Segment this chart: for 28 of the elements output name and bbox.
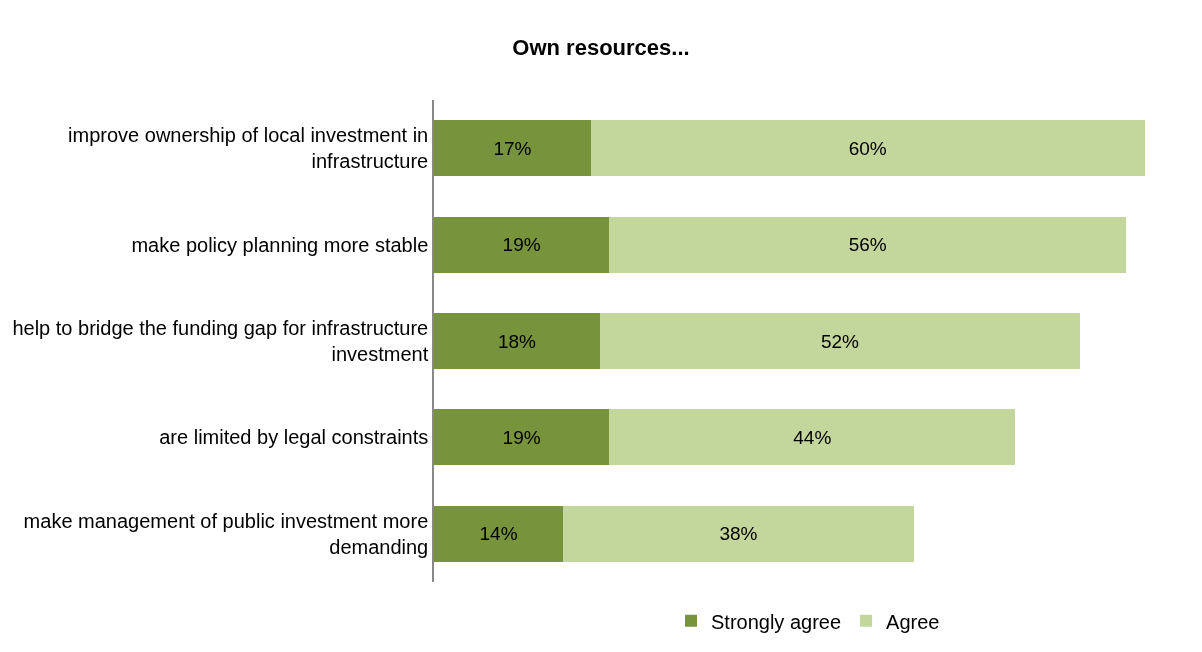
bar [434, 313, 601, 369]
bar [434, 216, 610, 273]
bar [609, 216, 1127, 273]
data-label: 60% [848, 137, 887, 159]
bar [563, 505, 914, 562]
data-label: 17% [493, 137, 532, 159]
chart-title: Own resources... [512, 34, 690, 60]
legend-label: Strongly agree [711, 610, 842, 633]
data-label: 52% [820, 330, 860, 352]
y-tick-label: make policy planning more stable [131, 233, 429, 256]
y-tick-label: help to bridge the funding gap for infrastructure investment [12, 317, 429, 365]
data-label: 19% [502, 426, 541, 448]
bar [600, 313, 1080, 369]
bar [434, 120, 591, 177]
y-tick-label: are limited by legal constraints [159, 426, 429, 449]
bar [434, 505, 564, 562]
legend-label: Agree [886, 610, 940, 633]
data-label: 38% [719, 523, 758, 545]
bar [590, 120, 1145, 177]
bar [434, 409, 610, 466]
data-label: 18% [497, 330, 537, 352]
data-label: 14% [479, 523, 518, 545]
data-label: 56% [848, 234, 887, 256]
data-label: 19% [502, 234, 541, 256]
y-tick-label: make management of public investment more demanding [23, 509, 429, 558]
data-label: 44% [793, 426, 832, 448]
bar [609, 409, 1016, 466]
y-tick-label: improve ownership of local investment in infrastructure [68, 124, 429, 173]
